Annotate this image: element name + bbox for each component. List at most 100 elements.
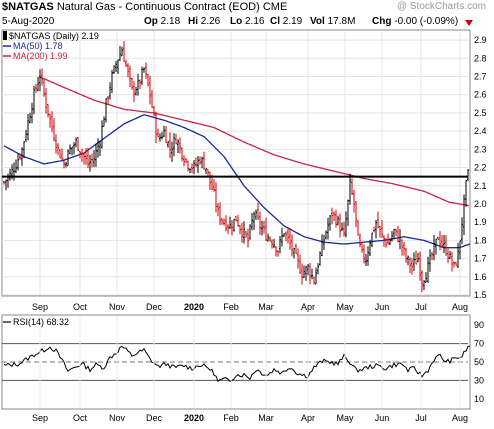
price-y-tick: 2.0 <box>474 199 487 209</box>
price-panel <box>1 29 471 297</box>
ohlc-bar <box>357 220 359 236</box>
ohlc-bar <box>265 217 267 241</box>
rsi-x-tick: Feb <box>223 413 239 423</box>
ohlc-bar <box>175 133 177 145</box>
ohlc-bar <box>421 270 423 293</box>
symbol: $NATGAS <box>2 1 54 13</box>
ohlc-bar <box>199 156 201 165</box>
ohlc-bar <box>241 222 243 243</box>
ohlc-bar <box>33 85 35 115</box>
ohlc-bar <box>439 231 441 251</box>
ohlc-bar <box>255 209 257 220</box>
ohlc-bar <box>285 231 287 242</box>
ohlc-bar <box>333 211 335 222</box>
rsi-x-tick: Sep <box>32 413 48 423</box>
ohlc-bar <box>313 276 315 285</box>
ohlc-bar <box>107 95 109 105</box>
rsi-x-tick: Oct <box>73 413 88 423</box>
ohlc-bar <box>297 248 299 269</box>
ohlc-bar <box>71 146 73 156</box>
ohlc-bar <box>435 238 437 255</box>
ohlc-bar <box>19 153 21 160</box>
ohlc-bar <box>131 78 133 90</box>
ohlc-bar <box>305 265 307 281</box>
ohlc-bar <box>335 209 337 228</box>
ohlc-bar <box>137 73 139 96</box>
ohlc-bar <box>243 221 245 244</box>
ohlc-bar <box>423 280 425 291</box>
ohlc-bar <box>109 82 111 100</box>
ohlc-bar <box>337 215 339 226</box>
ohlc-bar <box>383 235 385 247</box>
ohlc-bar <box>289 227 291 250</box>
ohlc-bar <box>195 157 197 168</box>
ohlc-bar <box>467 169 469 182</box>
ohlc-bar <box>187 160 189 172</box>
quote-date: 5-Aug-2020 <box>2 16 55 27</box>
ohlc-bar <box>119 46 121 61</box>
ohlc-bar <box>219 202 221 226</box>
rsi-x-tick: 2020 <box>184 413 204 423</box>
ohlc-bar <box>277 250 279 257</box>
ohlc-bar <box>229 216 231 229</box>
ohlc-bar <box>91 153 93 168</box>
rsi-line <box>3 345 471 383</box>
rsi-x-tick: Dec <box>146 413 163 423</box>
ohlc-bar <box>367 246 369 266</box>
ohlc-bar <box>215 182 217 213</box>
rsi-y-tick: 90 <box>474 320 484 330</box>
ohlc-bar <box>417 253 419 263</box>
ohlc-bar <box>87 147 89 169</box>
ohlc-bar <box>63 158 65 169</box>
ohlc-bar <box>373 226 375 233</box>
ohlc-bar <box>457 242 459 268</box>
ohlc-bar <box>145 62 147 79</box>
price-x-tick: Nov <box>109 302 126 312</box>
ohlc-bar <box>133 81 135 103</box>
legend-price-swatch <box>3 31 7 40</box>
chart-header: $NATGAS Natural Gas - Continuous Contrac… <box>0 0 494 32</box>
ohlc-bar <box>321 234 323 257</box>
ohlc-bar <box>23 141 25 159</box>
ohlc-bar <box>283 233 285 238</box>
ohlc-bar <box>399 229 401 250</box>
ohlc-bar <box>77 136 79 151</box>
ohlc-bar <box>15 159 17 174</box>
ohlc-bar <box>359 233 361 248</box>
rsi-y-tick: 10 <box>474 394 484 404</box>
ohlc-bar <box>103 116 105 127</box>
rsi-x-tick: Jul <box>415 413 427 423</box>
ohlc-bar <box>261 220 263 236</box>
ohlc-bar <box>221 218 223 225</box>
ohlc-bar <box>233 218 235 232</box>
ohlc-bar <box>377 211 379 229</box>
ohlc-bar <box>433 234 435 261</box>
ohlc-bar <box>339 213 341 238</box>
ohlc-bar <box>201 156 203 169</box>
ohlc-bar <box>445 235 447 256</box>
ohlc-bar <box>165 126 167 144</box>
ohlc-bar <box>301 263 303 285</box>
ohlc-bar <box>419 251 421 281</box>
ohlc-bar <box>101 120 103 149</box>
ohlc-bar <box>179 137 181 154</box>
ohlc-bar <box>353 189 355 213</box>
ohlc-bar <box>53 118 55 142</box>
ohlc-bar <box>387 233 389 245</box>
ohlc-bar <box>343 221 345 237</box>
ohlc-bar <box>361 242 363 253</box>
rsi-y-tick: 70 <box>474 339 484 349</box>
ohlc-bar <box>209 171 211 190</box>
price-y-tick: 2.4 <box>474 126 487 136</box>
ohlc-bar <box>51 111 53 133</box>
ohlc-bar <box>451 251 453 272</box>
ohlc-bar <box>171 141 173 162</box>
price-y-tick: 2.9 <box>474 35 487 45</box>
ohlc-bar <box>3 180 5 185</box>
ohlc-bar <box>139 79 141 90</box>
ohlc-bar <box>81 148 83 162</box>
ohlc-bar <box>189 168 191 174</box>
quote-volume: Vol 17.8M <box>310 16 356 27</box>
rsi-x-tick: Nov <box>109 413 126 423</box>
ohlc-bar <box>371 232 373 248</box>
